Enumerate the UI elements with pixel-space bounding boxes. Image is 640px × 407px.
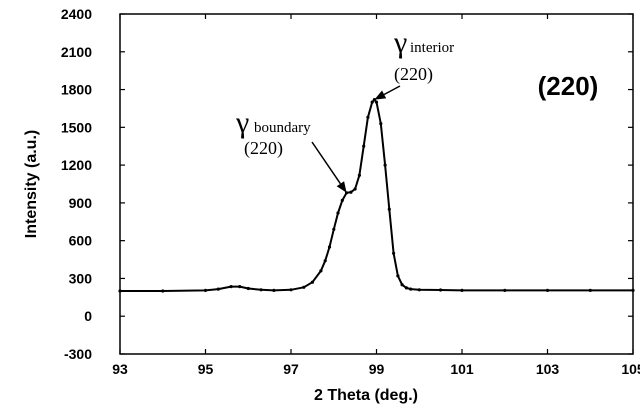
data-point (259, 288, 263, 292)
data-point (246, 286, 250, 291)
y-tick-label: 2400 (61, 6, 92, 22)
annotation-gamma-boundary: γ boundary (220) (235, 106, 347, 193)
data-point (366, 115, 370, 119)
x-tick-label: 93 (112, 361, 128, 377)
data-point (118, 289, 122, 293)
data-point (349, 190, 353, 194)
data-point (503, 288, 507, 292)
data-point (310, 280, 314, 284)
data-point (229, 285, 233, 289)
annotation-gamma-boundary-symbol: γ (235, 106, 249, 139)
y-tick-label: 600 (69, 233, 93, 249)
data-point (319, 269, 323, 273)
annotation-gamma-boundary-hkl: (220) (244, 138, 283, 159)
y-tick-label: 900 (69, 195, 93, 211)
y-tick-label: 300 (69, 270, 93, 286)
x-tick-label: 95 (198, 361, 214, 377)
data-point (340, 198, 344, 202)
data-point (323, 259, 327, 263)
annotation-gamma-interior-arrowhead (374, 90, 387, 100)
ticks-layer: 93 95 97 99 101 103 105 -300 0 300 600 900 1200 1500 1… (61, 6, 640, 377)
data-point (203, 288, 208, 292)
data-point (161, 289, 165, 293)
data-point (396, 274, 400, 278)
y-tick-label: 1500 (61, 119, 92, 135)
annotation-gamma-interior-hkl: (220) (394, 64, 433, 85)
y-tick-label: 1200 (61, 157, 92, 173)
x-tick-label: 101 (450, 361, 474, 377)
data-point (460, 288, 464, 292)
y-tick-label: 0 (84, 308, 92, 324)
data-point (383, 163, 387, 167)
annotation-gamma-interior: γ interior (220) (374, 26, 454, 100)
data-point (216, 287, 220, 291)
y-tick-label: -300 (64, 346, 92, 362)
annotation-gamma-interior-symbol: γ (393, 26, 407, 59)
y-tick-label: 2100 (61, 44, 92, 60)
data-point (353, 187, 357, 191)
data-point (439, 288, 443, 292)
plot-frame (119, 13, 634, 355)
data-point (362, 144, 366, 148)
data-point (387, 207, 391, 211)
y-axis-title: Intensity (a.u.) (23, 130, 40, 238)
annotation-gamma-boundary-subscript: boundary (254, 120, 311, 136)
data-point (272, 288, 276, 292)
data-point (357, 173, 361, 177)
data-point (545, 288, 550, 292)
data-point (289, 288, 293, 292)
data-point (327, 245, 332, 249)
data-point (374, 100, 379, 104)
x-axis-title: 2 Theta (deg.) (314, 387, 418, 404)
data-point (404, 286, 408, 290)
data-point (379, 122, 383, 126)
annotation-gamma-boundary-arrow (311, 141, 342, 185)
data-point (392, 251, 396, 255)
data-point (238, 285, 242, 289)
annotation-gamma-boundary-arrowhead (336, 181, 347, 193)
data-point (417, 288, 421, 292)
series-line (120, 98, 633, 292)
annotation-gamma-interior-subscript: interior (410, 40, 454, 56)
data-point (588, 288, 592, 292)
panel-label: (220) (538, 71, 599, 101)
x-tick-label: 99 (369, 361, 385, 377)
x-tick-label: 105 (621, 361, 640, 377)
series-layer (118, 98, 635, 293)
annotation-gamma-interior-arrow (383, 85, 401, 96)
data-point (370, 100, 374, 104)
data-point (332, 227, 336, 231)
data-point (302, 285, 306, 289)
x-tick-label: 97 (283, 361, 299, 377)
x-tick-label: 103 (536, 361, 560, 377)
data-point (400, 283, 404, 287)
data-point (336, 211, 340, 215)
data-point (631, 288, 635, 292)
y-tick-label: 1800 (61, 82, 92, 98)
data-point (409, 287, 413, 291)
